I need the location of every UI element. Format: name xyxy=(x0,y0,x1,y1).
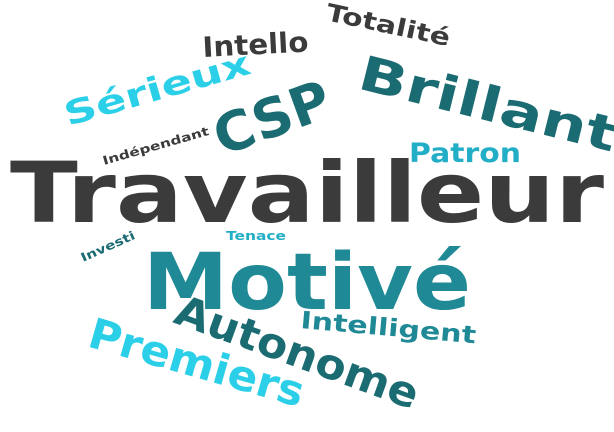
word-tenace: Tenace xyxy=(226,229,286,243)
word-travailleur: Travailleur xyxy=(10,144,605,242)
word-intello: Intello xyxy=(202,25,310,64)
word-motive: Motivé xyxy=(143,238,471,328)
word-totalite: Totalité xyxy=(324,0,453,52)
word-patron: Patron xyxy=(409,138,521,169)
